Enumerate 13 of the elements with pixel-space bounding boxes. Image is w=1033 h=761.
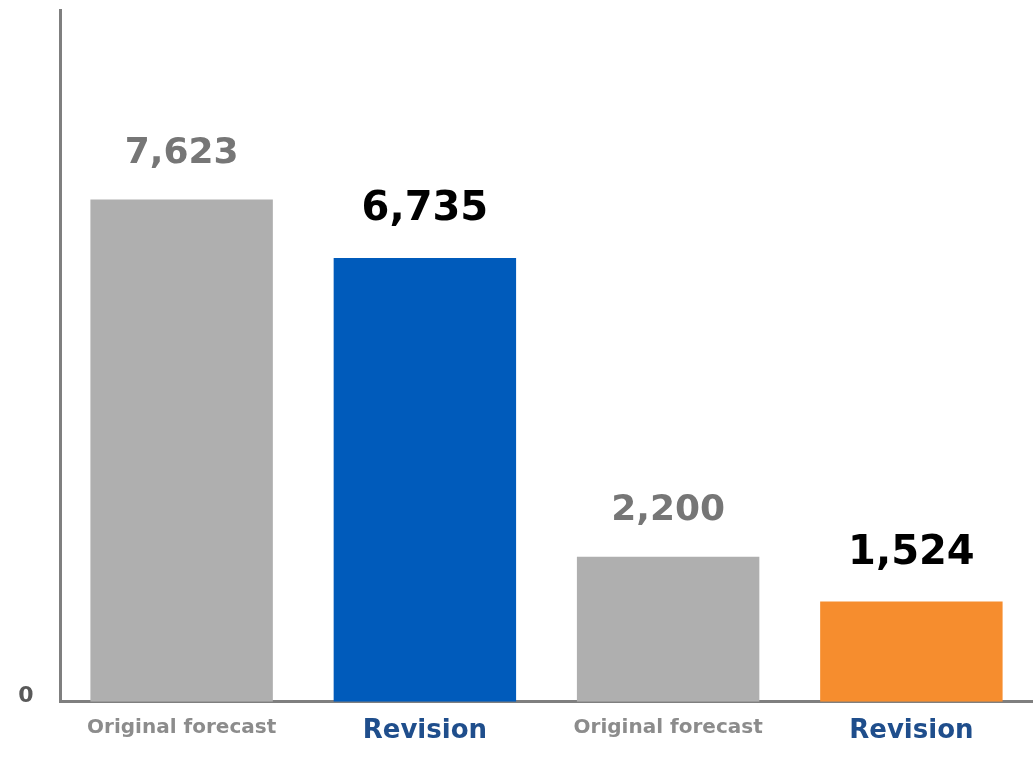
bar	[820, 601, 1003, 702]
x-tick-label: Original forecast	[87, 714, 277, 738]
x-tick-label: Original forecast	[573, 714, 764, 738]
bar	[90, 199, 273, 702]
x-tick-label: Revision	[849, 714, 974, 745]
text: 0	[18, 681, 34, 707]
bar	[333, 258, 517, 702]
bar	[576, 556, 760, 702]
x-tick-label: Revision	[362, 714, 488, 745]
data-label: 6,735	[361, 183, 489, 230]
data-label: 7,623	[124, 129, 239, 171]
data-label: 1,524	[848, 526, 975, 573]
data-label: 2,200	[611, 487, 726, 529]
